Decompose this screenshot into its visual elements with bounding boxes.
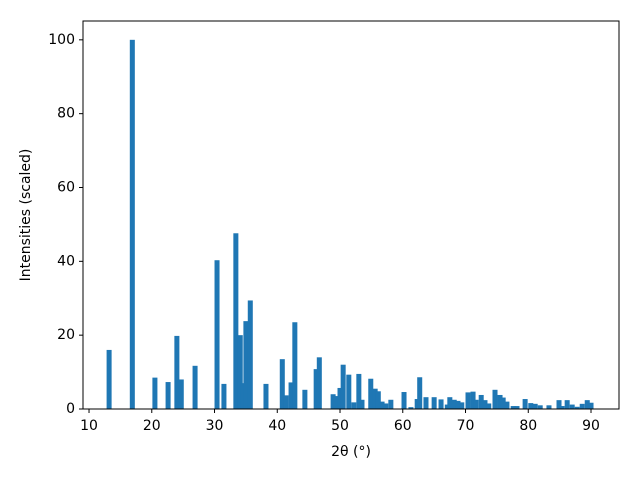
y-tick-label: 0 bbox=[66, 401, 75, 417]
bar bbox=[500, 397, 506, 409]
bar bbox=[423, 397, 429, 409]
bar bbox=[528, 403, 534, 409]
bar bbox=[174, 335, 180, 409]
x-tick-label: 30 bbox=[206, 418, 224, 434]
y-tick-label: 80 bbox=[57, 106, 75, 122]
bar bbox=[221, 383, 227, 409]
y-tick-label: 100 bbox=[48, 32, 75, 48]
plot-frame bbox=[82, 20, 620, 410]
bar bbox=[178, 379, 184, 409]
bar bbox=[240, 383, 246, 409]
bar bbox=[302, 389, 308, 409]
bar bbox=[288, 382, 294, 409]
bar bbox=[532, 403, 538, 409]
bar bbox=[546, 405, 552, 409]
bar bbox=[356, 373, 362, 409]
y-tick-label: 40 bbox=[57, 253, 75, 269]
bar bbox=[237, 335, 243, 409]
bar bbox=[214, 260, 220, 409]
bar bbox=[340, 364, 346, 409]
bar bbox=[129, 39, 135, 409]
x-tick-label: 40 bbox=[268, 418, 286, 434]
bar bbox=[465, 392, 471, 409]
bar bbox=[478, 394, 484, 409]
bar bbox=[379, 401, 385, 409]
x-tick-label: 80 bbox=[519, 418, 537, 434]
bar bbox=[337, 387, 343, 409]
bar bbox=[559, 406, 565, 409]
bar bbox=[486, 403, 492, 409]
bar bbox=[431, 397, 437, 409]
x-tick-label: 90 bbox=[582, 418, 600, 434]
x-tick-label: 70 bbox=[457, 418, 475, 434]
bar bbox=[243, 321, 249, 409]
bar bbox=[459, 402, 465, 409]
x-tick-label: 20 bbox=[143, 418, 161, 434]
bar bbox=[330, 394, 336, 409]
bar bbox=[537, 405, 543, 409]
bar bbox=[351, 402, 357, 409]
bar bbox=[192, 365, 198, 409]
bar bbox=[579, 403, 585, 409]
bar bbox=[447, 397, 453, 409]
bar bbox=[470, 391, 476, 409]
bar bbox=[569, 404, 575, 409]
x-tick-label: 10 bbox=[80, 418, 98, 434]
x-tick-label: 60 bbox=[394, 418, 412, 434]
bar bbox=[574, 406, 580, 409]
bar bbox=[417, 377, 423, 409]
bar bbox=[564, 400, 570, 409]
bar bbox=[438, 399, 444, 409]
bar bbox=[313, 369, 319, 409]
bar bbox=[504, 401, 510, 409]
bar bbox=[247, 300, 253, 409]
bar bbox=[482, 400, 488, 409]
bar bbox=[165, 382, 171, 409]
bar bbox=[279, 359, 285, 409]
bar bbox=[106, 349, 112, 409]
y-tick-label: 60 bbox=[57, 179, 75, 195]
bar bbox=[497, 394, 503, 409]
bar bbox=[334, 396, 340, 409]
bar bbox=[584, 400, 590, 409]
bar bbox=[368, 378, 374, 409]
bar bbox=[401, 392, 407, 409]
y-axis-label: Intensities (scaled) bbox=[18, 149, 34, 282]
bar bbox=[359, 399, 365, 409]
x-tick-label: 50 bbox=[331, 418, 349, 434]
bar bbox=[383, 403, 389, 409]
bar bbox=[451, 399, 457, 409]
bar bbox=[408, 407, 414, 409]
bar bbox=[522, 399, 528, 409]
bar bbox=[388, 399, 394, 409]
bar bbox=[514, 406, 520, 409]
bar bbox=[588, 402, 594, 409]
bar bbox=[492, 389, 498, 409]
bar bbox=[372, 388, 378, 409]
bar bbox=[292, 322, 298, 409]
bar bbox=[233, 233, 239, 409]
bar bbox=[375, 391, 381, 409]
bar bbox=[316, 357, 322, 409]
x-axis-label: 2θ (°) bbox=[331, 444, 371, 460]
bar bbox=[510, 406, 516, 409]
y-tick-label: 20 bbox=[57, 327, 75, 343]
bar bbox=[283, 395, 289, 409]
bar bbox=[473, 399, 479, 409]
bar bbox=[346, 374, 352, 409]
bar bbox=[455, 400, 461, 409]
bar bbox=[263, 383, 269, 409]
bar bbox=[556, 400, 562, 409]
bar bbox=[152, 377, 158, 409]
